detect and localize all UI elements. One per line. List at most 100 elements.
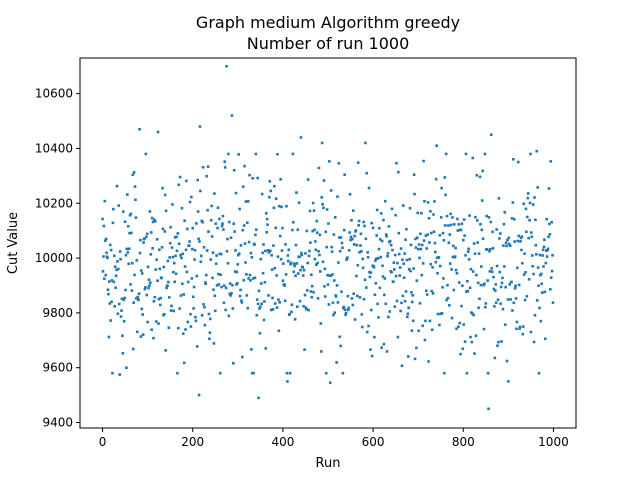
data-point bbox=[152, 336, 155, 340]
data-point bbox=[333, 216, 337, 219]
data-point bbox=[425, 247, 429, 250]
data-point bbox=[115, 268, 118, 272]
data-point bbox=[353, 234, 356, 238]
data-point bbox=[475, 219, 479, 222]
data-point bbox=[126, 193, 129, 196]
data-point bbox=[385, 350, 389, 353]
data-point bbox=[117, 267, 120, 271]
data-point bbox=[440, 186, 443, 190]
data-point bbox=[309, 290, 313, 293]
data-point bbox=[195, 222, 198, 225]
data-point bbox=[362, 297, 366, 301]
data-point bbox=[313, 257, 317, 261]
data-point bbox=[192, 285, 196, 289]
data-point bbox=[430, 328, 434, 332]
data-point bbox=[173, 236, 177, 239]
x-tick-label: 200 bbox=[181, 435, 204, 449]
data-point bbox=[514, 297, 518, 300]
data-point bbox=[241, 185, 245, 188]
data-point bbox=[462, 323, 466, 326]
data-point bbox=[309, 241, 312, 244]
data-point bbox=[226, 237, 229, 241]
data-point bbox=[272, 206, 276, 210]
data-point bbox=[264, 347, 268, 350]
data-point bbox=[493, 305, 496, 308]
data-point bbox=[132, 301, 135, 304]
data-point bbox=[348, 192, 352, 196]
data-point bbox=[193, 248, 197, 252]
data-point bbox=[149, 231, 153, 234]
x-tick-label: 1000 bbox=[538, 435, 569, 449]
data-point bbox=[410, 329, 414, 332]
data-point bbox=[466, 289, 470, 293]
data-point bbox=[114, 274, 118, 278]
data-point bbox=[265, 231, 268, 234]
data-point bbox=[280, 205, 283, 209]
data-point bbox=[145, 293, 149, 297]
data-point bbox=[518, 327, 521, 330]
data-point bbox=[520, 248, 523, 252]
data-point bbox=[433, 241, 437, 245]
data-point bbox=[311, 229, 314, 233]
data-point bbox=[227, 220, 231, 224]
data-point bbox=[266, 248, 270, 252]
data-point bbox=[296, 305, 299, 309]
data-point bbox=[182, 361, 186, 365]
data-point bbox=[137, 292, 141, 295]
data-point bbox=[141, 333, 145, 336]
data-point bbox=[319, 350, 323, 353]
data-point bbox=[256, 302, 260, 306]
data-point bbox=[218, 371, 222, 375]
data-point bbox=[103, 239, 107, 243]
data-point bbox=[272, 244, 275, 247]
data-point bbox=[263, 300, 266, 303]
data-point bbox=[290, 303, 294, 307]
data-point bbox=[405, 258, 409, 262]
data-point bbox=[125, 366, 128, 369]
data-point bbox=[323, 267, 327, 271]
data-point bbox=[492, 275, 495, 279]
data-point bbox=[397, 231, 401, 235]
data-point bbox=[124, 253, 128, 257]
data-point bbox=[236, 253, 240, 257]
data-point bbox=[244, 200, 248, 203]
data-point bbox=[455, 327, 458, 330]
data-point bbox=[478, 175, 482, 179]
data-point bbox=[276, 255, 280, 258]
data-point bbox=[259, 305, 262, 309]
data-point bbox=[444, 193, 447, 197]
data-point bbox=[438, 323, 441, 327]
data-point bbox=[366, 251, 369, 254]
data-point bbox=[471, 270, 475, 273]
data-point bbox=[496, 344, 499, 348]
data-point bbox=[315, 219, 319, 223]
data-point bbox=[339, 236, 343, 239]
data-point bbox=[138, 127, 141, 131]
data-point bbox=[209, 258, 213, 261]
data-point bbox=[141, 313, 144, 316]
data-point bbox=[214, 262, 218, 265]
data-point bbox=[203, 323, 207, 327]
chart-title-line2: Number of run 1000 bbox=[247, 34, 410, 53]
data-point bbox=[308, 249, 311, 253]
data-point bbox=[181, 282, 184, 286]
data-point bbox=[240, 301, 244, 304]
data-point bbox=[425, 293, 429, 296]
data-point bbox=[508, 244, 512, 248]
data-point bbox=[238, 207, 241, 211]
data-point bbox=[424, 234, 428, 237]
data-point bbox=[411, 319, 415, 323]
data-point bbox=[544, 249, 548, 252]
data-point bbox=[175, 235, 178, 239]
data-point bbox=[474, 215, 477, 219]
data-point bbox=[352, 292, 355, 296]
data-point bbox=[520, 235, 524, 238]
data-point bbox=[494, 283, 498, 286]
data-point bbox=[402, 276, 406, 280]
data-point bbox=[168, 241, 172, 245]
data-point bbox=[416, 211, 420, 215]
data-point bbox=[521, 325, 525, 328]
data-point bbox=[245, 294, 249, 297]
data-point bbox=[133, 185, 137, 188]
data-point bbox=[275, 306, 279, 309]
